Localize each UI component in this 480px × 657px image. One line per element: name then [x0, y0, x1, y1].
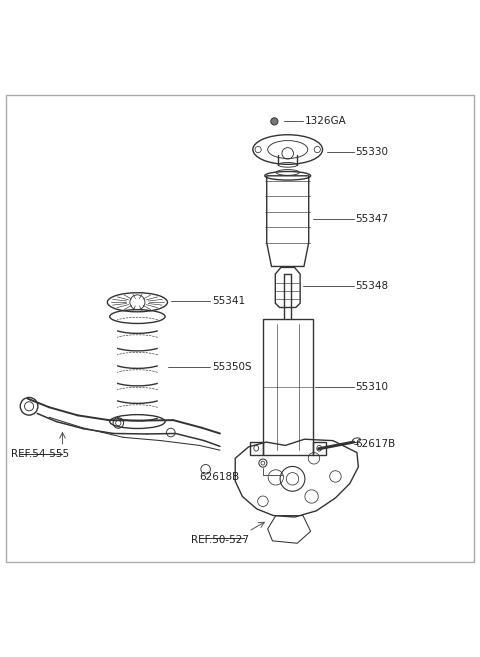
Text: 55341: 55341: [212, 296, 245, 306]
Text: 62618B: 62618B: [199, 472, 239, 482]
Text: 55330: 55330: [356, 147, 388, 157]
Text: 1326GA: 1326GA: [305, 116, 347, 126]
Text: 62617B: 62617B: [356, 439, 396, 449]
Text: REF.54-555: REF.54-555: [11, 449, 69, 459]
Text: 55350S: 55350S: [212, 361, 252, 372]
Ellipse shape: [271, 118, 278, 125]
Text: 55347: 55347: [356, 214, 389, 224]
Text: 55348: 55348: [356, 281, 389, 290]
Text: REF.50-527: REF.50-527: [191, 535, 249, 545]
Text: 55310: 55310: [356, 382, 388, 392]
